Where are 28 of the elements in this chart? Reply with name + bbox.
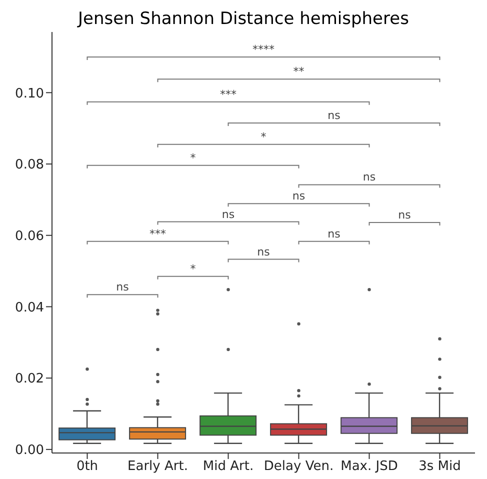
x-tick-label: 0th (76, 459, 98, 474)
y-tick-label: 0.10 (15, 86, 44, 102)
x-tick-label: Max. JSD (340, 459, 398, 474)
chart-title: Jensen Shannon Distance hemispheres (76, 8, 410, 30)
annotation: **** (252, 42, 275, 56)
annotation: ns (257, 245, 270, 258)
annotation: ns (328, 227, 341, 240)
x-tick-label: Mid Art. (202, 459, 254, 474)
annotation: * (260, 130, 267, 144)
x-tick-label: Delay Ven. (264, 459, 334, 474)
annotation: ns (328, 108, 341, 122)
annotation: ns (222, 208, 235, 221)
annotation: * (190, 151, 196, 164)
annotation: ns (362, 170, 376, 184)
annotation: *** (220, 88, 237, 101)
x-tick-label: Early Art. (128, 459, 188, 474)
annotation: ns (398, 208, 412, 222)
y-tick-label: 0.06 (15, 228, 44, 244)
y-tick-label: 0.04 (15, 300, 44, 316)
annotation: ** (293, 65, 305, 78)
y-tick-label: 0.08 (15, 158, 44, 173)
annotation: ns (116, 280, 130, 294)
annotation: ns (292, 190, 306, 203)
y-tick-label: 0.02 (15, 372, 44, 387)
y-tick-label: 0.00 (15, 443, 44, 458)
x-tick-label: 3s Mid (418, 459, 461, 474)
annotation: * (190, 262, 196, 276)
annotation: *** (150, 227, 166, 240)
